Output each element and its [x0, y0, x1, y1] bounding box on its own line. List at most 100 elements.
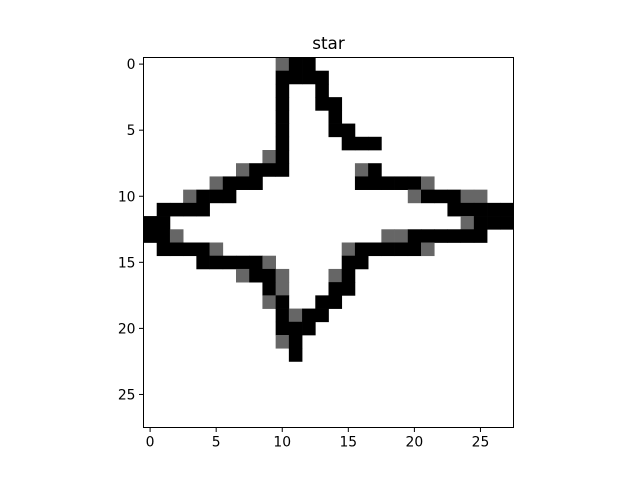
heatmap-cell	[262, 163, 276, 177]
heatmap-cell	[434, 229, 448, 243]
y-tick-label: 20	[118, 321, 136, 337]
heatmap-cell	[460, 229, 475, 243]
heatmap-cell	[421, 189, 435, 204]
heatmap-cell	[407, 242, 422, 257]
x-axis: 0 5 10 15 20 25	[146, 427, 490, 451]
heatmap-cell	[275, 123, 290, 138]
heatmap-cell	[368, 163, 382, 177]
heatmap-cell	[407, 176, 422, 190]
heatmap-cell	[275, 97, 290, 111]
heatmap-cell	[354, 242, 369, 257]
heatmap-cell	[275, 335, 290, 349]
heatmap-cell	[288, 335, 303, 349]
heatmap-cell	[209, 242, 224, 257]
heatmap-cell	[249, 176, 263, 190]
heatmap-cell	[302, 70, 316, 85]
y-axis: 0 5 10 15 20 25	[118, 57, 144, 403]
heatmap-cell	[275, 150, 290, 164]
heatmap-cell	[302, 321, 316, 336]
heatmap-cell	[473, 202, 488, 217]
heatmap-cell	[473, 189, 488, 204]
heatmap-cell	[341, 123, 356, 138]
heatmap-cell	[262, 150, 276, 164]
heatmap-cell	[328, 123, 343, 138]
heatmap-cell	[196, 202, 210, 217]
heatmap-cell	[169, 242, 184, 257]
heatmap-cell	[275, 57, 290, 72]
heatmap-cell	[487, 202, 501, 217]
heatmap-cell	[222, 189, 237, 204]
heatmap-cell	[222, 255, 237, 270]
heatmap-cell	[249, 268, 263, 283]
heatmap-cell	[460, 216, 475, 230]
heatmap-cell	[183, 189, 197, 204]
heatmap-cell	[381, 176, 395, 190]
heatmap-cell	[156, 216, 171, 230]
heatmap-cell	[394, 176, 409, 190]
heatmap-cell	[328, 268, 343, 283]
x-tick-label: 0	[146, 435, 155, 451]
heatmap-cell	[196, 242, 210, 257]
heatmap-cell	[381, 229, 395, 243]
heatmap-cell	[288, 348, 303, 362]
heatmap-cell	[196, 189, 210, 204]
heatmap-cell	[447, 189, 461, 204]
heatmap-cell	[236, 163, 250, 177]
x-tick-label: 25	[472, 435, 490, 451]
heatmap-cell	[354, 176, 369, 190]
y-tick-label: 5	[127, 123, 136, 139]
heatmap-cell	[302, 57, 316, 72]
heatmap-cell	[288, 57, 303, 72]
heatmap-cell	[236, 268, 250, 283]
heatmap-cell	[262, 255, 276, 270]
heatmap-cell	[315, 97, 329, 111]
heatmap-cell	[328, 97, 343, 111]
heatmap-cell	[460, 189, 475, 204]
heatmap-cell	[262, 268, 276, 283]
heatmap-cell	[473, 229, 488, 243]
heatmap-cell	[275, 268, 290, 283]
heatmap-cell	[421, 229, 435, 243]
x-tick-label: 5	[212, 435, 221, 451]
heatmap-cell	[381, 242, 395, 257]
heatmap-cell	[328, 295, 343, 309]
heatmap-cell	[341, 268, 356, 283]
heatmap-cell	[394, 242, 409, 257]
heatmap-cell	[421, 242, 435, 257]
heatmap-cell	[447, 229, 461, 243]
heatmap-cell	[183, 202, 197, 217]
y-tick-label: 25	[118, 387, 136, 403]
heatmap-cell	[341, 242, 356, 257]
heatmap-cell	[143, 229, 158, 243]
heatmap-cell	[156, 229, 171, 243]
heatmap-cell	[487, 216, 501, 230]
x-tick-label: 20	[406, 435, 424, 451]
heatmap-cell	[275, 163, 290, 177]
heatmap-cell	[275, 295, 290, 309]
heatmap-cells	[143, 57, 514, 362]
heatmap-cell	[315, 70, 329, 85]
heatmap-cell	[368, 176, 382, 190]
heatmap-cell	[275, 83, 290, 98]
heatmap-cell	[315, 295, 329, 309]
y-tick-label: 0	[127, 57, 136, 73]
heatmap-cell	[275, 136, 290, 151]
heatmap-cell	[288, 321, 303, 336]
heatmap-cell	[209, 176, 224, 190]
y-tick-label: 15	[118, 255, 136, 271]
heatmap-cell	[275, 110, 290, 124]
x-tick-label: 15	[339, 435, 357, 451]
heatmap-cell	[315, 308, 329, 323]
heatmap-cell	[354, 163, 369, 177]
heatmap-cell	[434, 189, 448, 204]
heatmap-cell	[262, 295, 276, 309]
heatmap-cell	[354, 136, 369, 151]
heatmap-cell	[421, 176, 435, 190]
heatmap-cell	[262, 282, 276, 296]
heatmap-cell	[222, 176, 237, 190]
heatmap-cell	[236, 176, 250, 190]
heatmap-cell	[394, 229, 409, 243]
heatmap-cell	[407, 229, 422, 243]
plot-frame	[143, 57, 514, 428]
